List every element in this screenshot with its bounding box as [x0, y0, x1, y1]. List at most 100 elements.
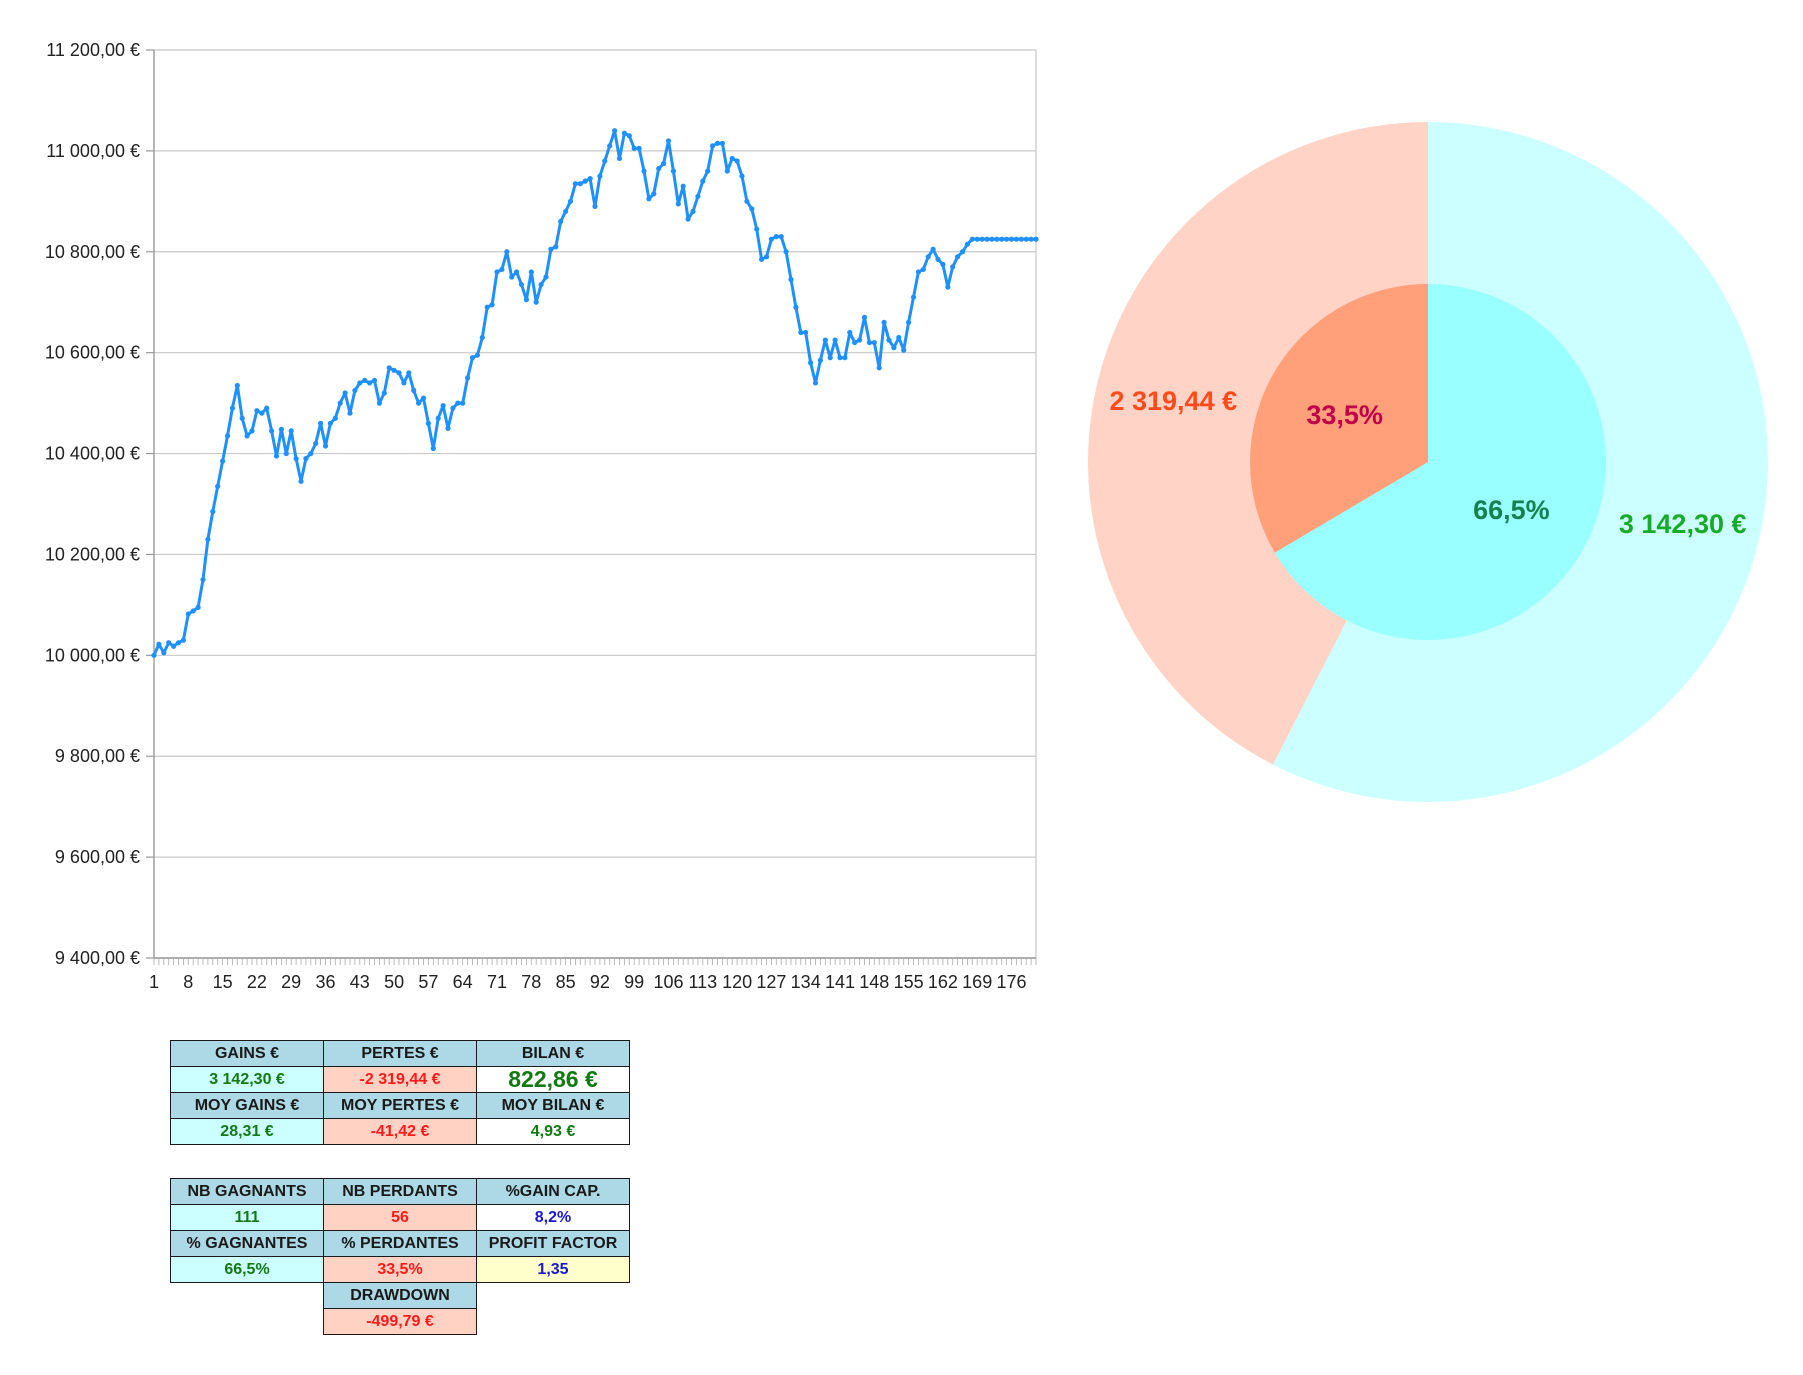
- equity-point: [768, 236, 775, 242]
- equity-point: [166, 640, 172, 646]
- equity-point: [484, 304, 490, 310]
- equity-point: [509, 274, 515, 280]
- x-tick-label: 78: [521, 972, 541, 992]
- equity-point: [675, 201, 681, 207]
- equity-point: [665, 138, 672, 144]
- equity-point: [504, 249, 510, 255]
- equity-point: [621, 130, 628, 136]
- equity-point: [367, 380, 373, 386]
- x-tick-label: 99: [624, 972, 644, 992]
- equity-point: [259, 410, 265, 416]
- equity-point: [759, 256, 765, 262]
- header-gains: GAINS €: [170, 1040, 324, 1067]
- equity-point: [714, 140, 721, 146]
- equity-point: [1004, 236, 1010, 242]
- equity-point: [548, 246, 554, 252]
- equity-point: [955, 254, 961, 260]
- header-moy-pertes: MOY PERTES €: [323, 1092, 477, 1119]
- equity-point: [788, 276, 794, 283]
- x-tick-label: 8: [183, 972, 193, 992]
- value-nb-perdants: 56: [323, 1204, 477, 1231]
- equity-point: [763, 254, 770, 260]
- equity-point: [910, 294, 917, 300]
- header-pct-gagnantes: % GAGNANTES: [170, 1230, 324, 1257]
- equity-point: [411, 387, 417, 394]
- equity-point: [318, 420, 324, 426]
- equity-point: [264, 405, 270, 411]
- equity-point: [450, 405, 456, 411]
- equity-point: [269, 428, 275, 434]
- equity-point: [587, 176, 593, 182]
- empty-cell: [171, 1283, 324, 1309]
- equity-point: [572, 181, 579, 187]
- x-tick-label: 113: [688, 972, 717, 992]
- equity-point: [680, 183, 686, 189]
- equity-point: [342, 390, 348, 396]
- value-nb-gagnants: 111: [170, 1204, 324, 1231]
- x-tick-label: 50: [384, 972, 404, 992]
- y-tick-label: 9 400,00 €: [55, 948, 140, 968]
- equity-point: [827, 355, 833, 361]
- equity-point: [533, 299, 539, 305]
- equity-point: [440, 403, 446, 409]
- equity-point: [974, 236, 980, 242]
- x-tick-label: 43: [350, 972, 370, 992]
- equity-point: [396, 370, 402, 376]
- equity-point: [1013, 236, 1020, 242]
- equity-point: [465, 375, 471, 381]
- x-tick-label: 22: [247, 972, 267, 992]
- header-nb-gagnants: NB GAGNANTS: [170, 1178, 324, 1205]
- equity-point: [729, 155, 735, 162]
- equity-point: [420, 395, 427, 401]
- value-moy-pertes: -41,42 €: [323, 1118, 477, 1145]
- equity-point: [626, 133, 632, 139]
- equity-point: [553, 244, 559, 250]
- equity-point: [494, 269, 500, 275]
- equity-point: [920, 266, 926, 273]
- equity-point: [798, 329, 804, 336]
- value-gains: 3 142,30 €: [170, 1066, 324, 1093]
- equity-point: [416, 400, 422, 406]
- equity-point: [734, 158, 740, 164]
- y-tick-label: 11 000,00 €: [46, 141, 140, 161]
- equity-point: [460, 400, 466, 406]
- equity-point: [322, 443, 329, 449]
- equity-point: [719, 140, 726, 146]
- equity-point: [847, 329, 853, 336]
- equity-point: [352, 387, 358, 394]
- equity-point: [636, 145, 642, 151]
- header-pct-perdantes: % PERDANTES: [323, 1230, 477, 1257]
- equity-point: [901, 347, 907, 353]
- equity-point: [156, 641, 162, 647]
- equity-point: [249, 428, 255, 434]
- header-drawdown: DRAWDOWN: [323, 1282, 477, 1309]
- equity-point: [210, 508, 216, 515]
- equity-point: [964, 241, 971, 247]
- equity-point: [876, 365, 882, 371]
- outer-label: 3 142,30 €: [1619, 509, 1747, 539]
- equity-point: [283, 450, 289, 457]
- equity-point: [582, 178, 588, 184]
- inner-slice: [1250, 284, 1428, 553]
- inner-label: 66,5%: [1473, 495, 1550, 525]
- equity-point: [577, 181, 583, 187]
- equity-point: [881, 319, 887, 325]
- y-tick-label: 9 800,00 €: [55, 746, 140, 766]
- equity-point: [592, 203, 598, 209]
- equity-point: [254, 408, 260, 414]
- equity-point: [861, 314, 868, 320]
- equity-point: [842, 355, 848, 361]
- equity-point: [445, 425, 451, 431]
- equity-point: [930, 246, 936, 252]
- equity-point: [308, 450, 314, 457]
- equity-point: [528, 269, 534, 275]
- equity-point: [523, 297, 530, 303]
- equity-point: [332, 415, 338, 421]
- equity-point: [558, 218, 564, 225]
- x-tick-label: 71: [487, 972, 507, 992]
- equity-point: [705, 168, 711, 174]
- equity-point: [925, 254, 931, 260]
- equity-point: [891, 345, 897, 351]
- equity-point: [180, 637, 186, 643]
- empty-cell: [477, 1309, 630, 1335]
